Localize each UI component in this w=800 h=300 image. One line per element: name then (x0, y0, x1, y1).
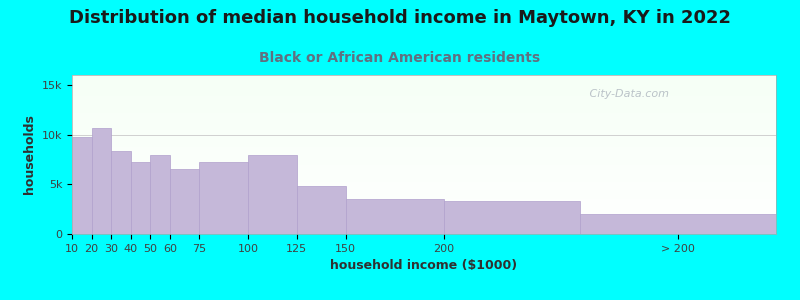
Bar (581, 214, 776, 234)
Bar (111, 151, 130, 234)
Bar (443, 201, 581, 234)
Bar (130, 163, 150, 234)
Y-axis label: households: households (23, 115, 36, 194)
Bar (297, 186, 346, 234)
Bar (91, 128, 111, 234)
Text: Distribution of median household income in Maytown, KY in 2022: Distribution of median household income … (69, 9, 731, 27)
Bar (199, 163, 248, 234)
Bar (170, 169, 199, 234)
X-axis label: household income ($1000): household income ($1000) (330, 259, 518, 272)
Bar (346, 199, 443, 234)
Text: City-Data.com: City-Data.com (586, 89, 669, 99)
Bar (248, 155, 297, 234)
Bar (72, 136, 91, 234)
Text: Black or African American residents: Black or African American residents (259, 51, 541, 65)
Bar (150, 155, 170, 234)
